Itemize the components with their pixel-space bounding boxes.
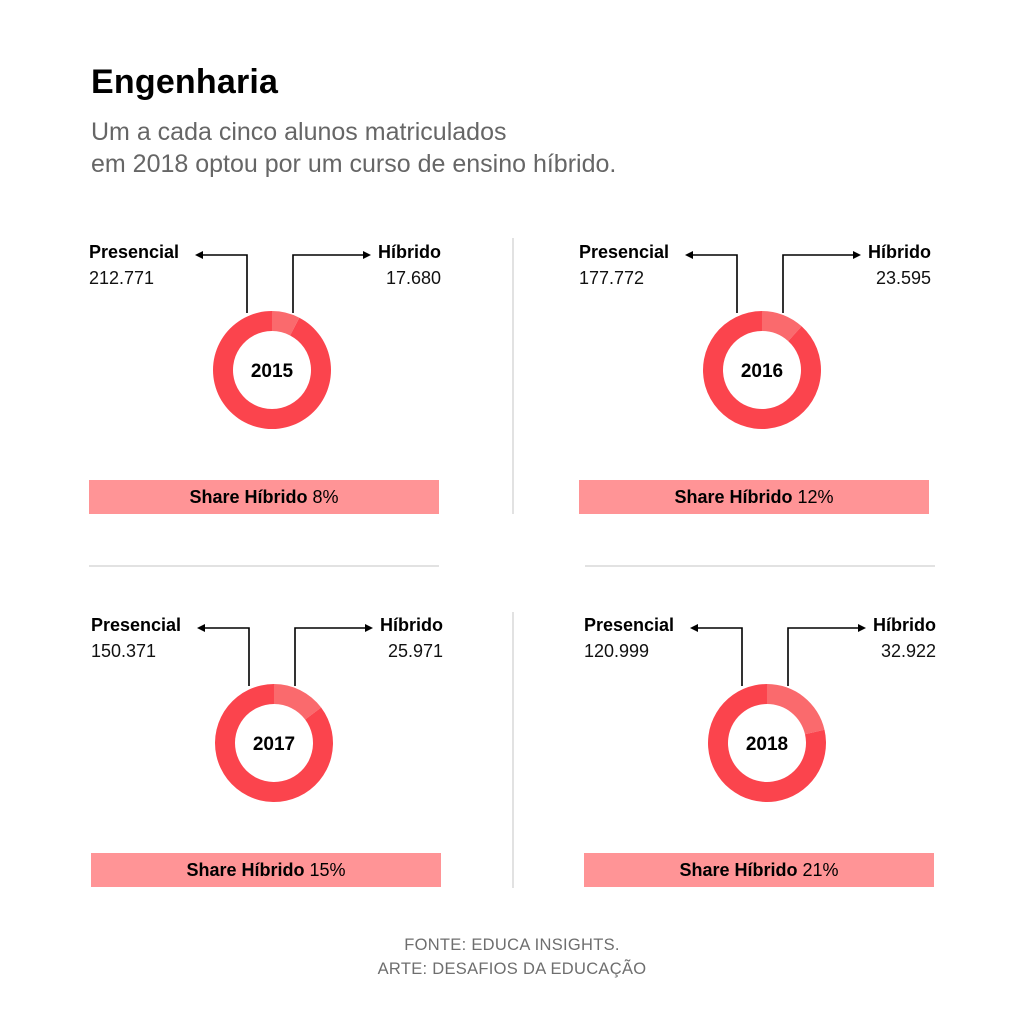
- presencial-leader-line: [203, 627, 250, 686]
- presencial-label: Presencial: [89, 242, 180, 262]
- presencial-leader-line: [691, 254, 738, 313]
- share-value: 15%: [309, 859, 346, 880]
- share-value: 12%: [797, 486, 834, 507]
- hibrido-label: Híbrido: [378, 242, 441, 262]
- hibrido-arrowhead: [853, 251, 861, 259]
- presencial-arrowhead: [197, 624, 205, 632]
- presencial-arrowhead: [195, 251, 203, 259]
- share-bar-2016: Share Híbrido 12%: [579, 480, 929, 514]
- share-bar-2018: Share Híbrido 21%: [584, 853, 934, 887]
- presencial-leader-line: [201, 254, 248, 313]
- presencial-value: 120.999: [584, 641, 650, 661]
- hibrido-label: Híbrido: [868, 242, 931, 262]
- subtitle-line-2: em 2018 optou por um curso de ensino híb…: [91, 150, 617, 178]
- hibrido-leader-line: [787, 627, 859, 686]
- hibrido-label: Híbrido: [380, 615, 443, 635]
- page-subtitle: Um a cada cinco alunos matriculados em 2…: [91, 116, 791, 180]
- donut-chart-2017: 2017: [197, 624, 373, 802]
- year-label: 2018: [746, 734, 788, 755]
- share-label: Share Híbrido: [679, 859, 798, 880]
- share-label: Share Híbrido: [674, 486, 793, 507]
- year-label: 2016: [741, 361, 783, 382]
- donut-panel-2017: Presencial 150.371 Híbrido 25.971 2017 S…: [91, 611, 443, 901]
- presencial-slice: [703, 311, 821, 429]
- hibrido-value: 17.680: [385, 268, 441, 288]
- hibrido-arrowhead: [858, 624, 866, 632]
- horizontal-divider-left: [89, 565, 439, 567]
- share-value: 21%: [802, 859, 839, 880]
- presencial-arrowhead: [685, 251, 693, 259]
- donut-panel-2016: Presencial 177.772 Híbrido 23.595 2016 S…: [579, 238, 931, 528]
- donut-chart-2016: 2016: [685, 251, 861, 429]
- footer-source: FONTE: EDUCA INSIGHTS.: [404, 936, 620, 954]
- hibrido-label: Híbrido: [873, 615, 936, 635]
- hibrido-slice: [274, 684, 322, 720]
- hibrido-slice: [272, 311, 300, 336]
- presencial-label: Presencial: [91, 615, 182, 635]
- hibrido-leader-line: [294, 627, 366, 686]
- presencial-slice: [214, 684, 333, 802]
- year-label: 2017: [253, 734, 295, 755]
- presencial-value: 177.772: [579, 268, 645, 288]
- hibrido-value: 25.971: [387, 641, 443, 661]
- presencial-label: Presencial: [584, 615, 675, 635]
- presencial-value: 212.771: [89, 268, 155, 288]
- presencial-value: 150.371: [91, 641, 157, 661]
- footer-art: ARTE: DESAFIOS DA EDUCAÇÃO: [377, 960, 647, 978]
- share-bar-2017: Share Híbrido 15%: [91, 853, 441, 887]
- donut-panel-2015: Presencial 212.771 Híbrido 17.680 2015 S…: [89, 238, 441, 528]
- hibrido-slice: [767, 684, 825, 735]
- presencial-leader-line: [696, 627, 743, 686]
- vertical-divider-bottom: [512, 612, 514, 888]
- donut-chart-2015: 2015: [195, 251, 371, 429]
- share-value: 8%: [312, 486, 339, 507]
- hibrido-arrowhead: [363, 251, 371, 259]
- donut-chart-2018: 2018: [690, 624, 866, 802]
- presencial-slice: [213, 311, 331, 429]
- subtitle-line-1: Um a cada cinco alunos matriculados: [91, 118, 507, 146]
- share-bar-2015: Share Híbrido 8%: [89, 480, 439, 514]
- hibrido-arrowhead: [365, 624, 373, 632]
- presencial-arrowhead: [690, 624, 698, 632]
- vertical-divider-top: [512, 238, 514, 514]
- donut-panel-2018: Presencial 120.999 Híbrido 32.922 2018 S…: [584, 611, 936, 901]
- horizontal-divider-right: [585, 565, 935, 567]
- hibrido-value: 23.595: [875, 268, 931, 288]
- share-label: Share Híbrido: [189, 486, 308, 507]
- hibrido-leader-line: [292, 254, 364, 313]
- hibrido-leader-line: [782, 254, 854, 313]
- page-title: Engenharia: [91, 63, 279, 101]
- presencial-slice: [708, 684, 826, 802]
- share-label: Share Híbrido: [186, 859, 305, 880]
- presencial-label: Presencial: [579, 242, 670, 262]
- hibrido-slice: [762, 311, 802, 342]
- hibrido-value: 32.922: [880, 641, 936, 661]
- year-label: 2015: [251, 361, 294, 382]
